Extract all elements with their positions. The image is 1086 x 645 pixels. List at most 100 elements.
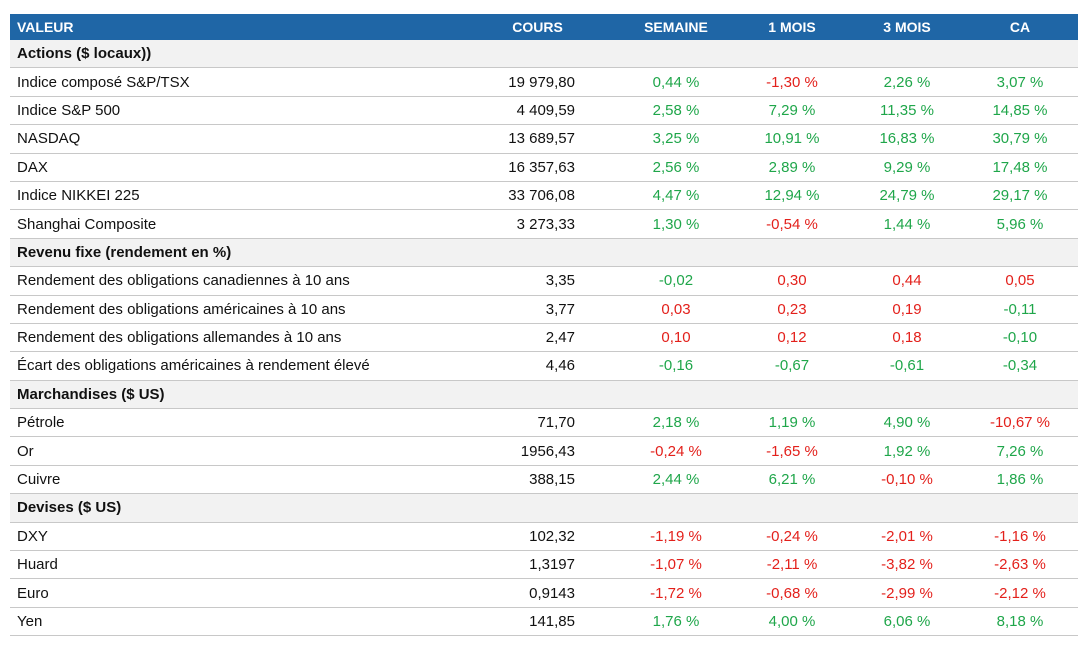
section-row: Devises ($ US): [10, 493, 1078, 523]
cell: -0,24 %: [732, 522, 852, 552]
cell: 5,96 %: [962, 209, 1078, 239]
cell: -10,67 %: [962, 408, 1078, 438]
cell: 0,23: [732, 295, 852, 324]
column-header: SEMAINE: [620, 14, 732, 40]
row-label: Or: [10, 436, 455, 466]
row-label: NASDAQ: [10, 124, 455, 154]
cell: 2,44 %: [620, 465, 732, 495]
cell: 71,70: [455, 408, 620, 438]
data-row: Rendement des obligations allemandes à 1…: [10, 323, 1078, 353]
section-row: Actions ($ locaux)): [10, 40, 1078, 69]
cell: 17,48 %: [962, 153, 1078, 182]
cell: -2,11 %: [732, 550, 852, 580]
cell: 0,10: [620, 323, 732, 353]
row-label: Huard: [10, 550, 455, 580]
cell: 0,18: [852, 323, 962, 353]
cell: 388,15: [455, 465, 620, 495]
cell: 10,91 %: [732, 124, 852, 154]
section-title: Marchandises ($ US): [10, 380, 1078, 410]
cell: 6,06 %: [852, 607, 962, 637]
cell: -1,16 %: [962, 522, 1078, 552]
cell: -1,19 %: [620, 522, 732, 552]
cell: 19 979,80: [455, 67, 620, 97]
cell: 2,56 %: [620, 153, 732, 182]
row-label: Rendement des obligations américaines à …: [10, 295, 455, 324]
cell: -1,72 %: [620, 578, 732, 608]
data-row: Cuivre 388,15 2,44 % 6,21 % -0,10 % 1,86 %: [10, 465, 1078, 495]
data-row: Rendement des obligations américaines à …: [10, 295, 1078, 324]
data-row: DAX 16 357,63 2,56 % 2,89 % 9,29 % 17,48 %: [10, 153, 1078, 182]
data-row: NASDAQ 13 689,57 3,25 % 10,91 % 16,83 % 30,79…: [10, 124, 1078, 154]
row-label: Indice composé S&P/TSX: [10, 67, 455, 97]
cell: 8,18 %: [962, 607, 1078, 637]
cell: 16,83 %: [852, 124, 962, 154]
header-row: VALEUR COURS SEMAINE 1 MOIS 3 MOIS CA: [10, 14, 1078, 40]
cell: 4,46: [455, 351, 620, 381]
cell: 4 409,59: [455, 96, 620, 126]
cell: 2,89 %: [732, 153, 852, 182]
data-row: DXY 102,32 -1,19 % -0,24 % -2,01 % -1,16 %: [10, 522, 1078, 552]
cell: -0,61: [852, 351, 962, 381]
cell: 14,85 %: [962, 96, 1078, 126]
cell: 0,30: [732, 266, 852, 296]
cell: 0,05: [962, 266, 1078, 296]
cell: -2,01 %: [852, 522, 962, 552]
cell: 7,26 %: [962, 436, 1078, 466]
cell: 0,19: [852, 295, 962, 324]
cell: 1,30 %: [620, 209, 732, 239]
cell: 3,35: [455, 266, 620, 296]
cell: 33 706,08: [455, 181, 620, 211]
cell: 0,12: [732, 323, 852, 353]
market-table: VALEUR COURS SEMAINE 1 MOIS 3 MOIS CA Actions…: [10, 14, 1078, 637]
cell: -0,34: [962, 351, 1078, 381]
data-row: Indice S&P 500 4 409,59 2,58 % 7,29 % 11,35 …: [10, 96, 1078, 126]
column-header: 1 MOIS: [732, 14, 852, 40]
cell: 1956,43: [455, 436, 620, 466]
cell: -1,65 %: [732, 436, 852, 466]
cell: 7,29 %: [732, 96, 852, 126]
cell: -0,10: [962, 323, 1078, 353]
row-label: Shanghai Composite: [10, 209, 455, 239]
cell: -2,99 %: [852, 578, 962, 608]
cell: 3,77: [455, 295, 620, 324]
cell: -0,24 %: [620, 436, 732, 466]
data-row: Yen 141,85 1,76 % 4,00 % 6,06 % 8,18 %: [10, 607, 1078, 637]
cell: 24,79 %: [852, 181, 962, 211]
cell: 30,79 %: [962, 124, 1078, 154]
row-label: Euro: [10, 578, 455, 608]
cell: 4,90 %: [852, 408, 962, 438]
data-row: Indice composé S&P/TSX 19 979,80 0,44 % -1,…: [10, 67, 1078, 97]
cell: 2,58 %: [620, 96, 732, 126]
cell: 0,03: [620, 295, 732, 324]
data-row: Euro 0,9143 -1,72 % -0,68 % -2,99 % -2,12 %: [10, 578, 1078, 608]
cell: 0,44: [852, 266, 962, 296]
cell: 12,94 %: [732, 181, 852, 211]
cell: 2,26 %: [852, 67, 962, 97]
cell: -0,54 %: [732, 209, 852, 239]
cell: 16 357,63: [455, 153, 620, 182]
cell: 3,07 %: [962, 67, 1078, 97]
row-label: Pétrole: [10, 408, 455, 438]
cell: 1,3197: [455, 550, 620, 580]
cell: 0,44 %: [620, 67, 732, 97]
row-label: Yen: [10, 607, 455, 637]
row-label: Rendement des obligations allemandes à 1…: [10, 323, 455, 353]
data-row: Pétrole 71,70 2,18 % 1,19 % 4,90 % -10,67 %: [10, 408, 1078, 438]
section-title: Revenu fixe (rendement en %): [10, 238, 1078, 268]
row-label: DXY: [10, 522, 455, 552]
data-row: Or 1956,43 -0,24 % -1,65 % 1,92 % 7,26 %: [10, 436, 1078, 466]
cell: 9,29 %: [852, 153, 962, 182]
cell: 4,00 %: [732, 607, 852, 637]
row-label: Écart des obligations américaines à rend…: [10, 351, 455, 381]
cell: -0,11: [962, 295, 1078, 324]
row-label: DAX: [10, 153, 455, 182]
cell: 3,25 %: [620, 124, 732, 154]
cell: 11,35 %: [852, 96, 962, 126]
cell: 1,19 %: [732, 408, 852, 438]
cell: 2,47: [455, 323, 620, 353]
cell: 141,85: [455, 607, 620, 637]
cell: 1,76 %: [620, 607, 732, 637]
cell: 13 689,57: [455, 124, 620, 154]
row-label: Rendement des obligations canadiennes à …: [10, 266, 455, 296]
